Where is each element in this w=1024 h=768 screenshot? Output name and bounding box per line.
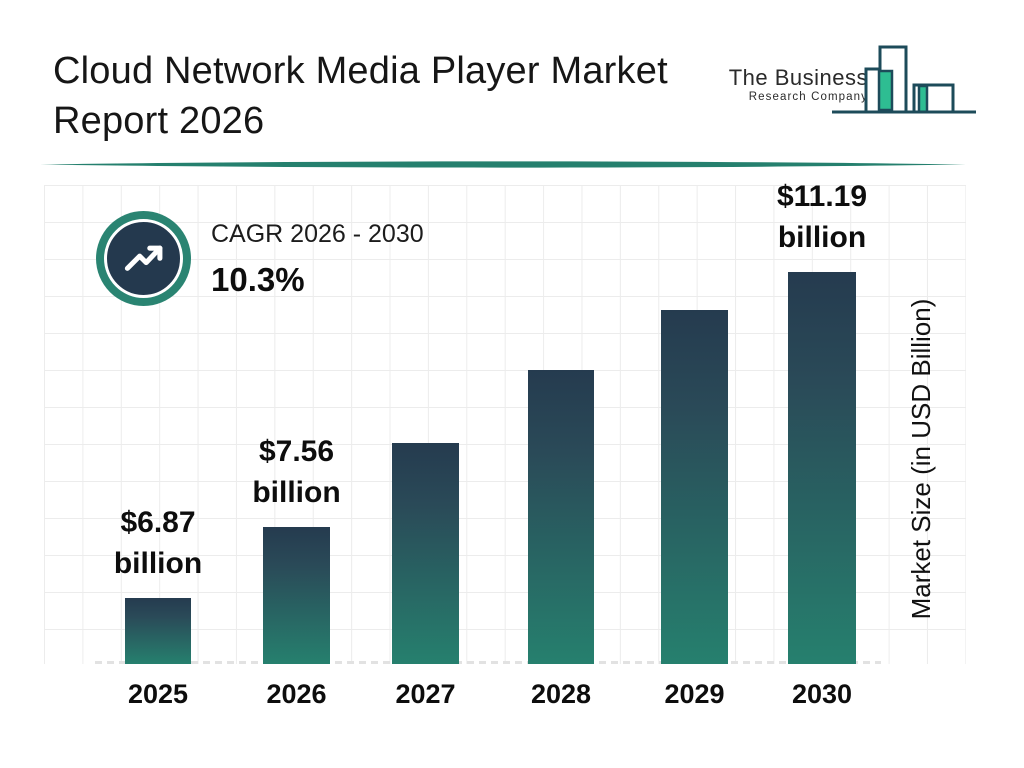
y-axis-label: Market Size (in USD Billion) [906, 298, 936, 620]
x-tick-2025: 2025 [127, 679, 189, 709]
bar-value-line: billion [113, 547, 203, 580]
company-subname: Research Company [748, 91, 868, 103]
company-name: The Business [728, 65, 868, 90]
section-divider [40, 161, 966, 168]
x-tick-2030: 2030 [791, 679, 853, 709]
trending-up-icon [124, 245, 162, 271]
bar-value-line: $6.87 [120, 506, 196, 539]
company-logo-text: The Business Research Company [712, 66, 868, 104]
bar-value-line: billion [252, 476, 341, 509]
bar-2026 [263, 527, 330, 664]
x-tick-2027: 2027 [395, 679, 456, 709]
bar-value-line: $11.19 [776, 180, 868, 213]
bar-2028 [528, 370, 594, 664]
x-tick-2028: 2028 [530, 679, 592, 709]
page-title: Cloud Network Media Player Market Report… [53, 46, 693, 146]
x-tick-2026: 2026 [266, 679, 327, 709]
bar-chart-logo-icon [832, 45, 976, 114]
bar-2025 [125, 598, 191, 664]
cagr-value: 10.3% [211, 261, 305, 298]
bar-value-line: $7.56 [258, 435, 335, 468]
x-tick-2029: 2029 [664, 679, 725, 709]
page-title-line2: Report 2026 [53, 100, 265, 142]
chart-baseline-dashed [95, 661, 881, 664]
bar-value-line: billion [777, 221, 867, 254]
cagr-badge [96, 211, 191, 306]
cagr-period-label: CAGR 2026 - 2030 [211, 220, 424, 248]
company-logo: The Business Research Company [712, 40, 982, 120]
cagr-badge-circle [104, 219, 183, 298]
page-title-line1: Cloud Network Media Player Market [53, 50, 668, 92]
bar-value-label-2025: $6.87 billion [73, 502, 243, 584]
bar-value-label-2030: $11.19 billion [737, 176, 907, 258]
bar-2027 [392, 443, 459, 664]
bar-2030 [788, 272, 856, 664]
bar-2029 [661, 310, 728, 664]
bar-value-label-2026: $7.56 billion [212, 431, 382, 513]
